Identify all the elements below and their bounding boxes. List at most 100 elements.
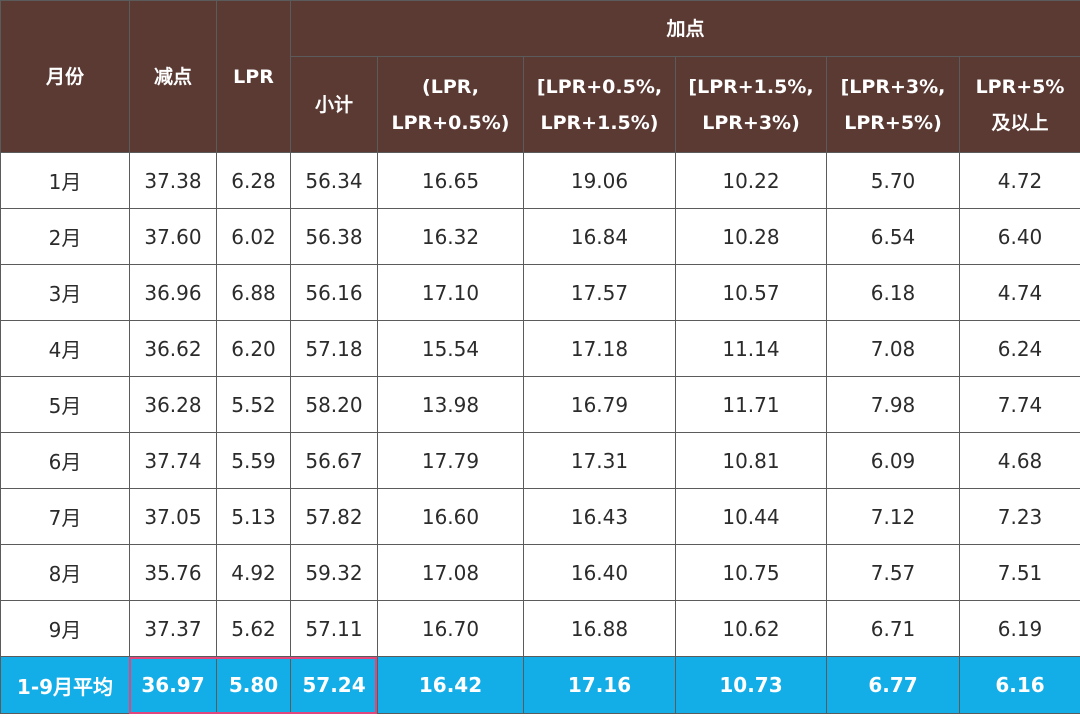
table-row: 8月 35.76 4.92 59.32 17.08 16.40 10.75 7.57 7.51 — [0, 544, 1080, 601]
table-cell: 36.28 — [129, 376, 217, 433]
header-add-group: 加点 — [289, 0, 1080, 57]
header-range-3: [LPR+1.5%, LPR+3%) — [675, 56, 827, 153]
table-cell: 56.16 — [290, 264, 378, 321]
table-cell: 37.37 — [129, 600, 217, 657]
header-lpr: LPR — [216, 0, 291, 153]
table-cell: 37.05 — [129, 488, 217, 545]
table-row: 9月 37.37 5.62 57.11 16.70 16.88 10.62 6.71 6.19 — [0, 600, 1080, 657]
table-cell: 11.14 — [675, 320, 827, 377]
average-cell: 6.77 — [826, 656, 960, 714]
row-month-cell: 8月 — [0, 544, 130, 601]
table-cell: 10.44 — [675, 488, 827, 545]
table-cell: 16.84 — [523, 208, 676, 265]
average-row: 1-9月平均 36.97 5.80 57.24 16.42 17.16 10.73 6.77 6… — [0, 656, 1080, 714]
table-cell: 16.43 — [523, 488, 676, 545]
table-cell: 5.13 — [216, 488, 291, 545]
table-row: 7月 37.05 5.13 57.82 16.60 16.43 10.44 7.12 7.23 — [0, 488, 1080, 545]
table-cell: 6.20 — [216, 320, 291, 377]
average-cell: 5.80 — [216, 656, 291, 714]
average-cell: 10.73 — [675, 656, 827, 714]
table-row: 3月 36.96 6.88 56.16 17.10 17.57 10.57 6.18 4.74 — [0, 264, 1080, 321]
table-cell: 4.74 — [958, 264, 1080, 321]
table-row: 5月 36.28 5.52 58.20 13.98 16.79 11.71 7.98 7.74 — [0, 376, 1080, 433]
table-header: 月份 减点 LPR 加点 小计 (LPR, LPR+0.5%) [LPR+0.5%… — [0, 0, 1080, 153]
row-month-cell: 9月 — [0, 600, 130, 657]
table-cell: 10.81 — [675, 432, 827, 489]
table-cell: 15.54 — [377, 320, 524, 377]
table-cell: 10.22 — [675, 152, 827, 209]
table-cell: 6.54 — [826, 208, 960, 265]
table-cell: 19.06 — [523, 152, 676, 209]
row-month-cell: 3月 — [0, 264, 130, 321]
table-cell: 6.88 — [216, 264, 291, 321]
average-cell: 36.97 — [129, 656, 217, 714]
table-cell: 6.71 — [826, 600, 960, 657]
table-cell: 17.08 — [377, 544, 524, 601]
table-row: 6月 37.74 5.59 56.67 17.79 17.31 10.81 6.09 4.68 — [0, 432, 1080, 489]
table-cell: 10.62 — [675, 600, 827, 657]
table-cell: 6.19 — [958, 600, 1080, 657]
header-subtotal: 小计 — [290, 56, 378, 153]
table-cell: 57.11 — [290, 600, 378, 657]
table-cell: 35.76 — [129, 544, 217, 601]
table-cell: 37.74 — [129, 432, 217, 489]
table-cell: 7.74 — [958, 376, 1080, 433]
average-label-cell: 1-9月平均 — [0, 656, 130, 714]
header-range-4: [LPR+3%, LPR+5%) — [826, 56, 960, 153]
table-cell: 16.70 — [377, 600, 524, 657]
average-cell: 57.24 — [290, 656, 378, 714]
header-range-2: [LPR+0.5%, LPR+1.5%) — [523, 56, 676, 153]
table-cell: 10.28 — [675, 208, 827, 265]
row-month-cell: 5月 — [0, 376, 130, 433]
header-reduce: 减点 — [129, 0, 217, 153]
average-cell: 17.16 — [523, 656, 676, 714]
table-cell: 17.57 — [523, 264, 676, 321]
row-month-cell: 7月 — [0, 488, 130, 545]
table-cell: 56.38 — [290, 208, 378, 265]
table-cell: 36.96 — [129, 264, 217, 321]
table-cell: 5.52 — [216, 376, 291, 433]
table-cell: 6.24 — [958, 320, 1080, 377]
table-cell: 16.88 — [523, 600, 676, 657]
table-cell: 6.09 — [826, 432, 960, 489]
table-cell: 16.65 — [377, 152, 524, 209]
table-cell: 16.79 — [523, 376, 676, 433]
table-cell: 17.18 — [523, 320, 676, 377]
header-range-1: (LPR, LPR+0.5%) — [377, 56, 524, 153]
table-cell: 7.08 — [826, 320, 960, 377]
header-month: 月份 — [0, 0, 130, 153]
table-cell: 57.18 — [290, 320, 378, 377]
average-cell: 6.16 — [958, 656, 1080, 714]
average-cell: 16.42 — [377, 656, 524, 714]
table-cell: 16.32 — [377, 208, 524, 265]
table-cell: 11.71 — [675, 376, 827, 433]
table-cell: 7.51 — [958, 544, 1080, 601]
table-cell: 5.62 — [216, 600, 291, 657]
table-cell: 6.18 — [826, 264, 960, 321]
header-range-5: LPR+5% 及以上 — [958, 56, 1080, 153]
table-cell: 13.98 — [377, 376, 524, 433]
table-cell: 58.20 — [290, 376, 378, 433]
table-cell: 6.28 — [216, 152, 291, 209]
table-cell: 7.12 — [826, 488, 960, 545]
table-cell: 57.82 — [290, 488, 378, 545]
table-cell: 6.40 — [958, 208, 1080, 265]
table-cell: 17.31 — [523, 432, 676, 489]
table-cell: 37.60 — [129, 208, 217, 265]
table-cell: 10.75 — [675, 544, 827, 601]
table-cell: 7.23 — [958, 488, 1080, 545]
table-cell: 16.40 — [523, 544, 676, 601]
table-cell: 5.59 — [216, 432, 291, 489]
table-row: 1月 37.38 6.28 56.34 16.65 19.06 10.22 5.70 4.72 — [0, 152, 1080, 209]
table-cell: 56.34 — [290, 152, 378, 209]
table-cell: 17.79 — [377, 432, 524, 489]
table-body: 1月 37.38 6.28 56.34 16.65 19.06 10.22 5.70 4.72 2… — [0, 152, 1080, 714]
table-cell: 10.57 — [675, 264, 827, 321]
row-month-cell: 2月 — [0, 208, 130, 265]
table-cell: 36.62 — [129, 320, 217, 377]
table-cell: 56.67 — [290, 432, 378, 489]
row-month-cell: 1月 — [0, 152, 130, 209]
table-cell: 37.38 — [129, 152, 217, 209]
